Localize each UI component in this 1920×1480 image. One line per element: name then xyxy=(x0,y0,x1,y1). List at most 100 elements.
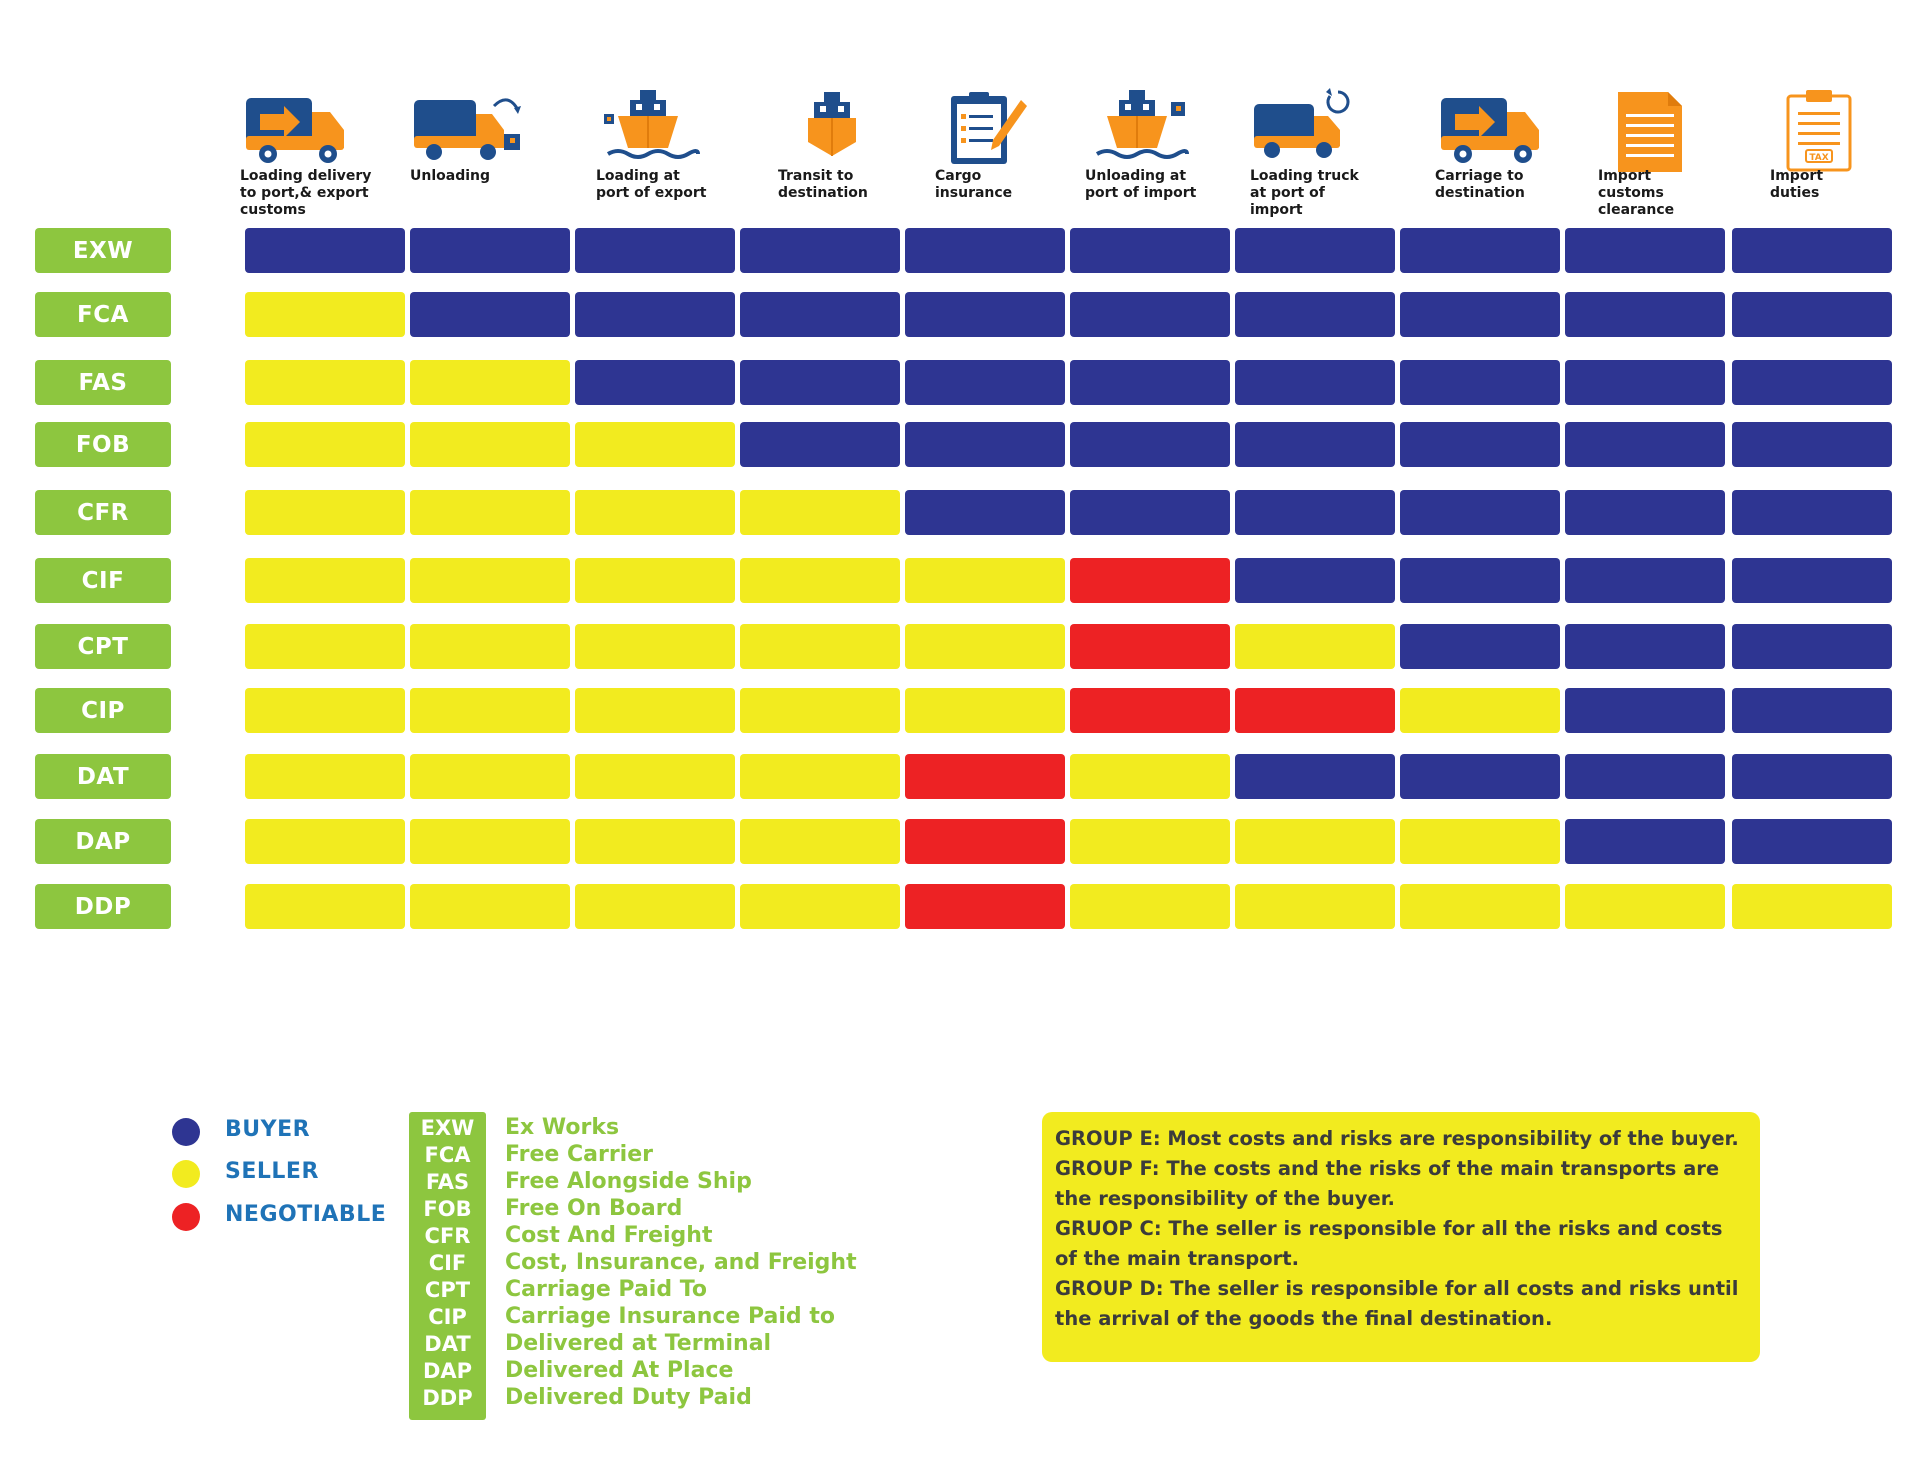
responsibility-cell xyxy=(1400,422,1560,467)
responsibility-cell xyxy=(575,558,735,603)
term-tag-fob: FOB xyxy=(35,422,171,467)
responsibility-cell xyxy=(1235,292,1395,337)
responsibility-cell xyxy=(1070,819,1230,864)
groups-explanation-box xyxy=(1042,1112,1760,1362)
column-label: Import duties xyxy=(1770,168,1824,201)
responsibility-cell xyxy=(905,624,1065,669)
responsibility-cell xyxy=(905,558,1065,603)
responsibility-cell xyxy=(245,754,405,799)
abbreviation-code: DAP xyxy=(422,1359,473,1383)
abbreviation-name: Cost, Insurance, and Freight xyxy=(505,1250,857,1275)
term-tag-fas: FAS xyxy=(35,360,171,405)
column-header-5: Cargo insurance xyxy=(935,58,1085,228)
responsibility-cell xyxy=(1732,292,1892,337)
responsibility-cell xyxy=(740,360,900,405)
column-label: Transit to destination xyxy=(778,168,868,201)
responsibility-cell xyxy=(1565,558,1725,603)
responsibility-cell xyxy=(1235,360,1395,405)
responsibility-cell xyxy=(575,292,735,337)
responsibility-cell xyxy=(740,422,900,467)
column-header-3: Loading at port of export xyxy=(596,58,746,228)
responsibility-cell xyxy=(740,624,900,669)
responsibility-cell xyxy=(1732,228,1892,273)
responsibility-cell xyxy=(1235,422,1395,467)
responsibility-cell xyxy=(1732,819,1892,864)
responsibility-cell xyxy=(1235,228,1395,273)
truck-arrow-icon xyxy=(1435,76,1547,188)
truck-unloading-icon xyxy=(410,76,522,188)
responsibility-cell xyxy=(1400,558,1560,603)
responsibility-cell xyxy=(1565,819,1725,864)
legend-dot-seller xyxy=(172,1160,200,1188)
responsibility-cell xyxy=(575,688,735,733)
term-tag-ddp: DDP xyxy=(35,884,171,929)
responsibility-cell xyxy=(245,360,405,405)
abbreviation-code: DAT xyxy=(424,1332,471,1356)
responsibility-cell xyxy=(245,884,405,929)
abbreviation-name: Delivered at Terminal xyxy=(505,1331,772,1356)
column-label: Loading delivery to port,& export custom… xyxy=(240,168,372,218)
responsibility-cell xyxy=(575,422,735,467)
tax-document-icon: TAX xyxy=(1770,76,1882,188)
column-label: Cargo insurance xyxy=(935,168,1013,201)
responsibility-cell xyxy=(410,624,570,669)
responsibility-cell xyxy=(905,754,1065,799)
responsibility-cell xyxy=(740,558,900,603)
truck-arrow-icon xyxy=(240,76,352,188)
abbreviation-name: Carriage Insurance Paid to xyxy=(505,1304,835,1329)
group-text-line: GROUP D: The seller is responsible for a… xyxy=(1055,1277,1739,1300)
responsibility-cell xyxy=(410,422,570,467)
abbreviation-code: CFR xyxy=(424,1224,471,1248)
responsibility-cell xyxy=(245,490,405,535)
responsibility-cell xyxy=(905,422,1065,467)
column-label: Loading at port of export xyxy=(596,168,707,201)
responsibility-cell xyxy=(575,360,735,405)
responsibility-cell xyxy=(410,754,570,799)
responsibility-cell xyxy=(245,688,405,733)
responsibility-cell xyxy=(245,422,405,467)
responsibility-cell xyxy=(1070,884,1230,929)
abbreviation-code: FCA xyxy=(424,1143,471,1167)
abbreviation-code: EXW xyxy=(420,1116,475,1140)
legend-label-buyer: BUYER xyxy=(225,1117,311,1142)
legend-label-seller: SELLER xyxy=(225,1159,319,1184)
responsibility-cell xyxy=(1565,228,1725,273)
document-icon xyxy=(1598,76,1710,188)
responsibility-cell xyxy=(905,228,1065,273)
responsibility-cell xyxy=(1732,754,1892,799)
responsibility-cell xyxy=(1565,754,1725,799)
column-label: Loading truck at port of import xyxy=(1250,168,1359,218)
responsibility-cell xyxy=(575,624,735,669)
responsibility-cell xyxy=(1070,624,1230,669)
responsibility-cell xyxy=(1400,754,1560,799)
responsibility-cell xyxy=(410,292,570,337)
responsibility-cell xyxy=(1565,490,1725,535)
column-label: Carriage to destination xyxy=(1435,168,1525,201)
abbreviation-name: Cost And Freight xyxy=(505,1223,713,1248)
responsibility-cell xyxy=(1732,360,1892,405)
responsibility-cell xyxy=(410,228,570,273)
responsibility-cell xyxy=(410,884,570,929)
column-header-4: Transit to destination xyxy=(778,58,928,228)
group-text-line: GROUP E: Most costs and risks are respon… xyxy=(1055,1127,1739,1150)
term-tag-cif: CIF xyxy=(35,558,171,603)
responsibility-cell xyxy=(905,688,1065,733)
legend-label-negotiable: NEGOTIABLE xyxy=(225,1202,387,1227)
group-text-line: of the main transport. xyxy=(1055,1247,1300,1270)
responsibility-cell xyxy=(1235,558,1395,603)
responsibility-cell xyxy=(575,884,735,929)
responsibility-cell xyxy=(1400,360,1560,405)
responsibility-cell xyxy=(410,490,570,535)
term-tag-cpt: CPT xyxy=(35,624,171,669)
responsibility-cell xyxy=(740,688,900,733)
clipboard-pen-icon xyxy=(935,76,1047,188)
responsibility-cell xyxy=(740,490,900,535)
responsibility-cell xyxy=(1565,360,1725,405)
column-label: Unloading xyxy=(410,168,491,184)
responsibility-cell xyxy=(1565,884,1725,929)
responsibility-cell xyxy=(245,819,405,864)
responsibility-cell xyxy=(1235,624,1395,669)
column-header-10: TAX Import duties xyxy=(1770,58,1920,228)
responsibility-cell xyxy=(575,490,735,535)
